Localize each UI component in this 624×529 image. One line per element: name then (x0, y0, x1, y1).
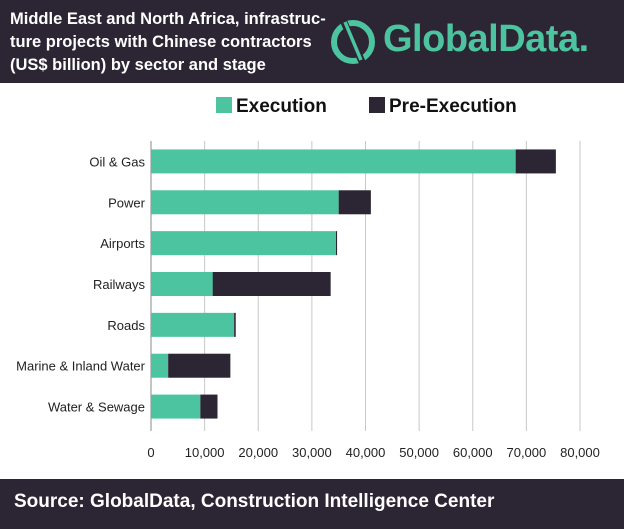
category-label: Roads (107, 318, 145, 333)
header: Middle East and North Africa, infrastruc… (0, 0, 624, 83)
x-tick-label: 20,000 (238, 445, 278, 460)
legend-swatch (216, 97, 232, 113)
x-tick-label: 30,000 (292, 445, 332, 460)
footer: Source: GlobalData, Construction Intelli… (0, 479, 624, 529)
x-tick-label: 10,000 (185, 445, 225, 460)
category-label: Railways (93, 277, 146, 292)
logo-text: GlobalData. (383, 18, 589, 60)
bar-segment (168, 353, 231, 378)
bar-chart: Execution Pre-Execution Oil & Gas Power Air… (16, 96, 600, 460)
category-label: Airports (100, 236, 145, 251)
x-tick-label: 40,000 (346, 445, 386, 460)
x-tick-label: 60,000 (453, 445, 493, 460)
source-note: Source: GlobalData, Construction Intelli… (14, 491, 495, 512)
category-label: Marine & Inland Water (16, 359, 146, 374)
bar-segment (151, 272, 213, 296)
category-label: Oil & Gas (89, 154, 145, 169)
legend-label: Pre-Execution (389, 96, 517, 117)
chart-title: Middle East and North Africa, infrastruc… (10, 8, 330, 77)
bar-segment (151, 231, 337, 256)
x-tick-label: 50,000 (399, 445, 439, 460)
y-axis-labels: Oil & Gas Power Airports Railways Roads Marin… (16, 154, 146, 414)
x-tick-label: 80,000 (560, 445, 600, 460)
gridlines (150, 141, 581, 431)
bar-segment (151, 149, 516, 174)
bar-segment (151, 190, 339, 215)
x-tick-label: 0 (147, 445, 154, 460)
bar-segment (212, 272, 331, 296)
title-line-2: ture projects with Chinese contractors (10, 33, 312, 51)
bar-segment (336, 231, 338, 256)
globaldata-logo-icon (331, 18, 375, 66)
bars (151, 149, 556, 419)
legend-label: Execution (236, 96, 327, 117)
title-line-3: (US$ billion) by sector and stage (10, 56, 266, 74)
category-label: Power (108, 195, 146, 210)
bar-segment (338, 190, 371, 215)
legend: Execution Pre-Execution (216, 96, 517, 117)
legend-swatch (369, 97, 385, 113)
bar-segment (151, 312, 235, 337)
bar-segment (151, 394, 201, 419)
bar-segment (151, 353, 169, 378)
x-axis-labels: 0 10,000 20,000 30,000 40,000 50,000 60,000 70,… (147, 445, 600, 460)
title-line-1: Middle East and North Africa, infrastruc… (10, 10, 326, 28)
bar-segment (515, 149, 556, 174)
x-tick-label: 70,000 (506, 445, 546, 460)
bar-segment (200, 394, 218, 419)
globaldata-logo: GlobalData. (327, 10, 617, 74)
category-label: Water & Sewage (48, 400, 145, 415)
bar-segment (234, 312, 236, 337)
chart: Execution Pre-Execution Oil & Gas Power Air… (0, 83, 624, 479)
